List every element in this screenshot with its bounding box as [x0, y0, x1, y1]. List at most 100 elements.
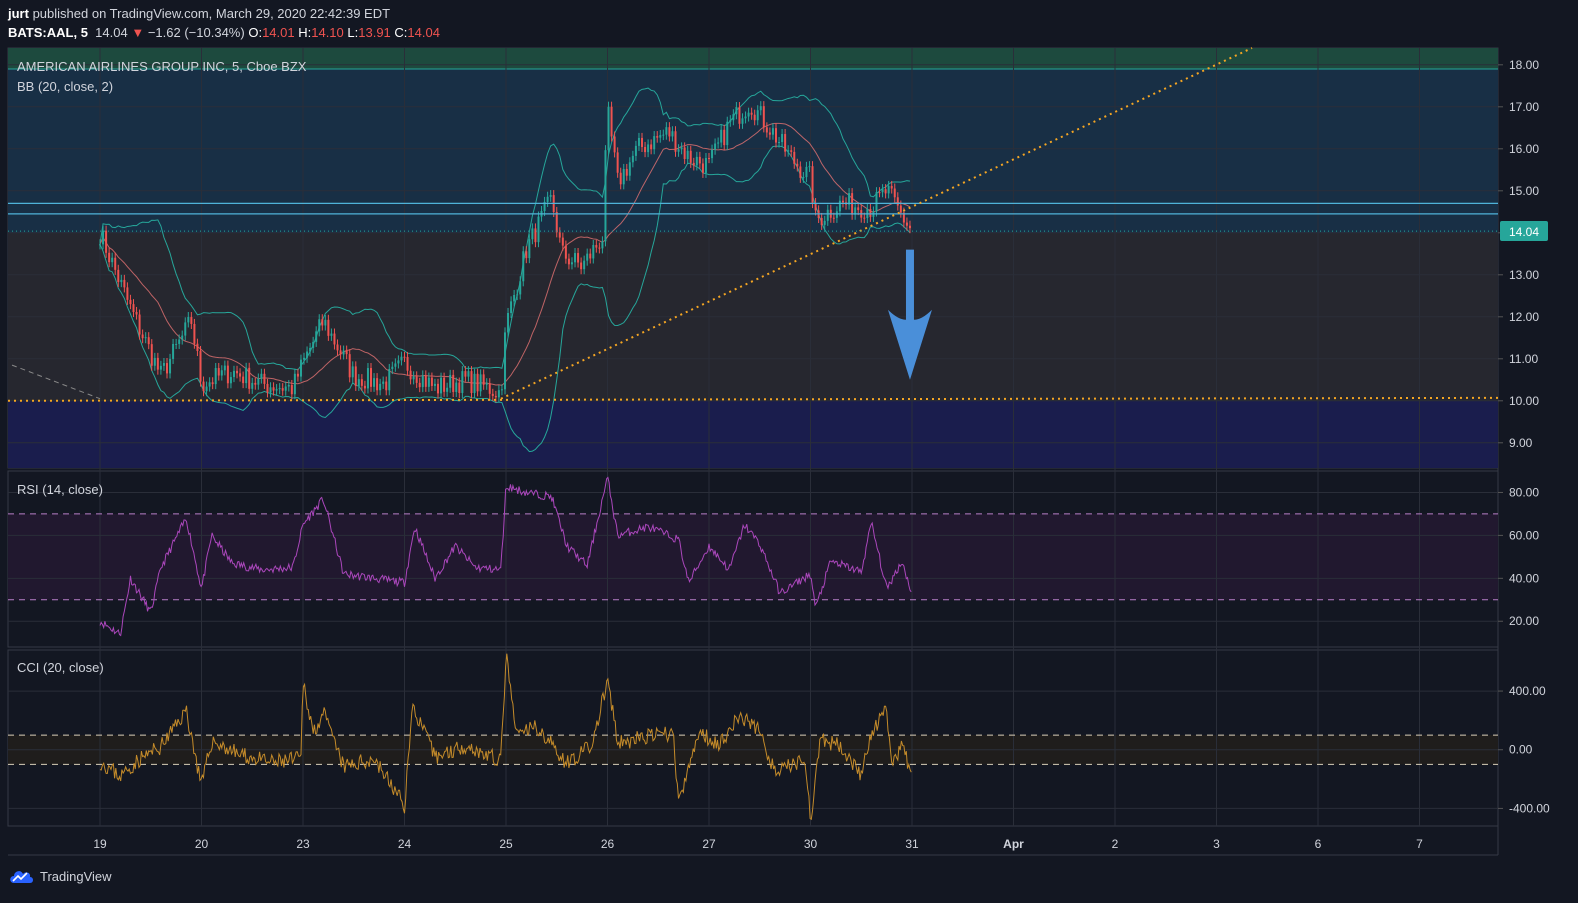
- candle-body: [336, 344, 339, 351]
- candle-body: [132, 304, 135, 312]
- candle-body: [811, 166, 814, 204]
- candle-body: [272, 387, 275, 391]
- open-value: 14.01: [262, 25, 295, 40]
- candle-body: [698, 156, 701, 164]
- candle-body: [232, 370, 235, 378]
- candle-body: [711, 149, 714, 159]
- candle-body: [123, 279, 126, 288]
- candle-body: [482, 374, 485, 385]
- candle-body: [223, 365, 226, 371]
- candle-body: [345, 350, 348, 355]
- candle-body: [841, 200, 844, 203]
- candle-body: [306, 351, 309, 358]
- candle-body: [683, 147, 686, 160]
- candle-body: [641, 137, 644, 147]
- candle-body: [245, 367, 248, 384]
- candle-body: [108, 252, 111, 263]
- candle-body: [284, 386, 287, 391]
- candle-body: [117, 269, 120, 283]
- candle-body: [774, 128, 777, 143]
- candle-body: [354, 366, 357, 386]
- candle-body: [461, 371, 464, 393]
- y-tick-label: 15.00: [1509, 184, 1539, 198]
- candle-body: [309, 347, 312, 352]
- candle-body: [671, 131, 674, 137]
- candle-body: [753, 114, 756, 121]
- candle-body: [114, 257, 117, 270]
- candle-body: [857, 207, 860, 211]
- candle-body: [674, 131, 677, 152]
- candle-body: [312, 341, 315, 348]
- cci-indicator-label[interactable]: CCI (20, close): [17, 660, 104, 675]
- rsi-indicator-label[interactable]: RSI (14, close): [17, 482, 103, 497]
- candle-body: [296, 373, 299, 377]
- candle-body: [714, 143, 717, 150]
- candle-body: [729, 120, 732, 122]
- candle-body: [111, 257, 114, 263]
- candle-body: [717, 142, 720, 144]
- rsi-line: [99, 476, 912, 637]
- candle-body: [653, 136, 656, 150]
- candle-body: [732, 114, 735, 121]
- candle-body: [169, 358, 172, 374]
- candle-body: [704, 158, 707, 173]
- y-tick-label: 20.00: [1509, 614, 1539, 628]
- candle-body: [549, 195, 552, 197]
- high-value: 14.10: [311, 25, 344, 40]
- candle-body: [631, 155, 634, 163]
- y-tick-label: 80.00: [1509, 485, 1539, 499]
- candle-body: [226, 365, 229, 384]
- x-tick-label: 20: [195, 837, 209, 851]
- candle-body: [214, 368, 217, 385]
- candle-body: [446, 387, 449, 392]
- candle-body: [750, 112, 753, 115]
- candle-body: [570, 262, 573, 265]
- support-trendline[interactable]: [7, 396, 1499, 402]
- symbol-label: BATS:AAL, 5: [8, 25, 88, 40]
- candle-body: [129, 299, 132, 305]
- price-pane-title: AMERICAN AIRLINES GROUP INC, 5, Cboe BZX: [17, 59, 307, 74]
- candle-body: [424, 375, 427, 387]
- bb-lower-band: [99, 145, 911, 453]
- candle-body: [598, 247, 601, 249]
- candle-body: [701, 163, 704, 173]
- candle-body: [531, 228, 534, 240]
- candle-body: [366, 368, 369, 389]
- candle-body: [668, 127, 671, 137]
- candle-body: [458, 382, 461, 393]
- candle-body: [315, 331, 318, 342]
- candle-body: [391, 366, 394, 370]
- x-tick-label: 6: [1315, 837, 1322, 851]
- candle-body: [564, 245, 567, 259]
- candle-body: [534, 228, 537, 243]
- tradingview-footer[interactable]: TradingView: [8, 868, 112, 884]
- candle-body: [138, 314, 141, 335]
- bb-indicator-label[interactable]: BB (20, close, 2): [17, 79, 113, 94]
- open-label: O:: [248, 25, 263, 40]
- candle-body: [360, 379, 363, 386]
- candle-body: [586, 253, 589, 261]
- candle-body: [99, 244, 101, 246]
- author-name[interactable]: jurt: [8, 6, 29, 21]
- candle-body: [263, 373, 266, 384]
- dashed-guide-line: [11, 364, 101, 400]
- candle-body: [440, 377, 443, 394]
- candle-body: [695, 156, 698, 166]
- rising-trendline[interactable]: [500, 47, 1253, 400]
- candle-body: [476, 373, 479, 392]
- candle-body: [202, 381, 205, 392]
- candle-body: [878, 192, 881, 194]
- x-tick-label: 23: [296, 837, 310, 851]
- candle-body: [890, 185, 893, 189]
- candle-body: [287, 385, 290, 387]
- candle-body: [613, 136, 616, 153]
- candle-body: [239, 373, 242, 377]
- candle-body: [403, 356, 406, 358]
- down-arrow-drawing[interactable]: [887, 249, 932, 380]
- candle-body: [135, 311, 138, 315]
- candle-body: [848, 193, 851, 205]
- candle-body: [787, 150, 790, 152]
- candle-body: [162, 363, 165, 366]
- y-tick-label: 400.00: [1509, 684, 1546, 698]
